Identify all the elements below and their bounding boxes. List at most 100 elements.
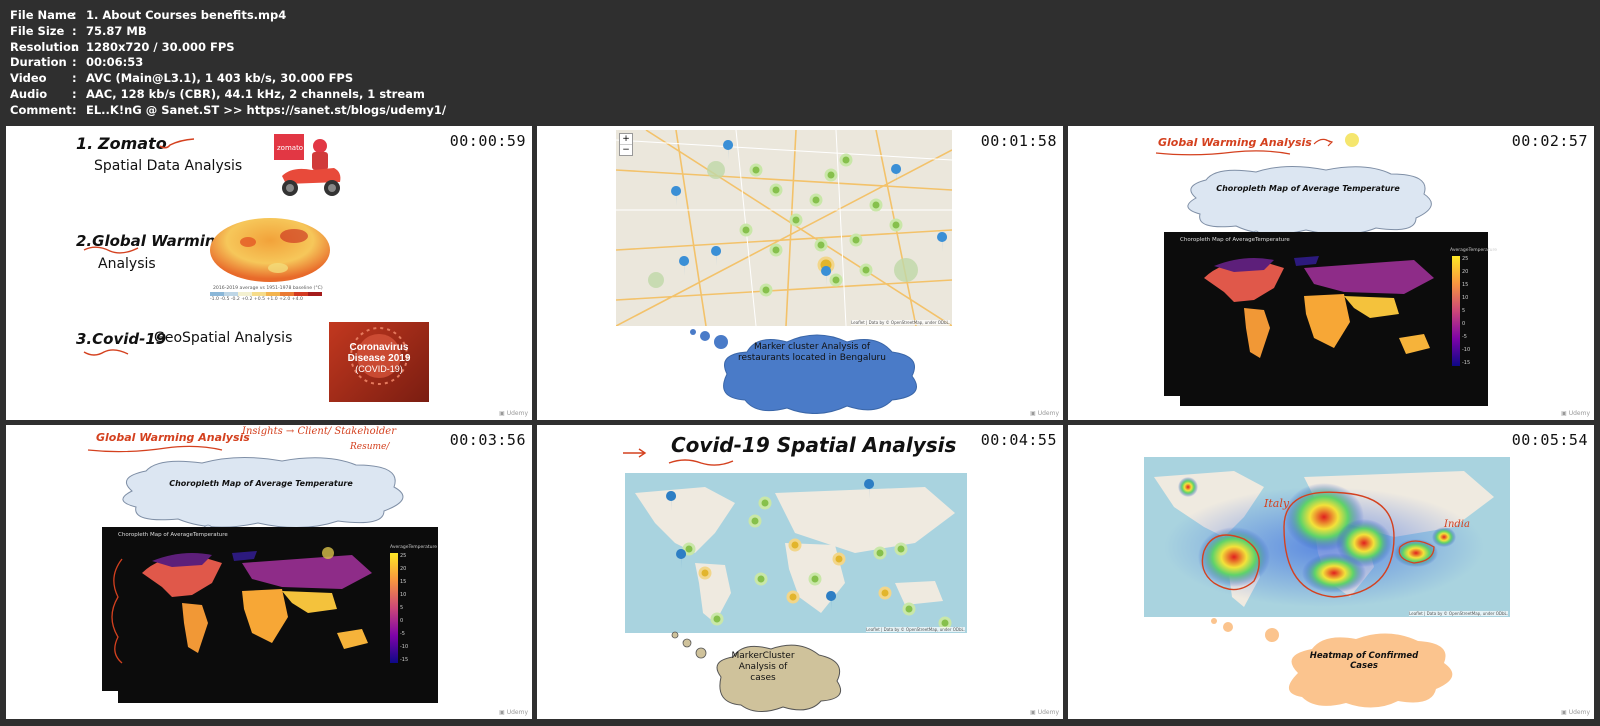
watermark: ▣ Udemy — [499, 709, 528, 716]
virus-icon — [350, 327, 408, 385]
metadata-key: File Size — [10, 23, 65, 38]
metadata-value: 1280x720 / 30.000 FPS — [86, 39, 235, 54]
colorbar-tick: -5 — [1462, 334, 1467, 340]
heatmap-graphic — [1154, 471, 1494, 607]
bracket-annotation-icon — [111, 558, 123, 664]
world-choropleth-graphic — [1204, 256, 1434, 358]
covid-poster-image: Coronavirus Disease 2019 (COVID-19) — [329, 322, 429, 402]
bengaluru-map[interactable]: + − Leaflet | Data by © OpenStreetMap, u… — [616, 130, 952, 326]
underline-annotation-icon — [87, 445, 223, 453]
colorbar-title: AverageTemperature — [390, 545, 437, 550]
map-attribution: Leaflet | Data by © OpenStreetMap, under… — [851, 320, 950, 325]
zoom-out-button[interactable]: − — [620, 144, 632, 155]
colorbar-tick: 5 — [1462, 308, 1466, 314]
legend-caption: 2016-2019 average vs 1951-1978 baseline … — [213, 286, 323, 291]
street-map-graphic — [616, 130, 952, 326]
arrow-annotation-icon — [1313, 133, 1359, 147]
marker-clusters — [739, 153, 903, 297]
metadata-row: File Name:1. About Courses benefits.mp4 — [10, 8, 446, 24]
covid-line2: Disease 2019 — [347, 353, 411, 364]
colorbar — [390, 553, 398, 663]
frame-thumbnail-4[interactable]: 00:03:56 Global Warming Analysis Insight… — [6, 425, 532, 719]
metadata-key: Audio — [10, 86, 48, 101]
colorbar-tick: 15 — [1462, 282, 1469, 288]
frame-thumbnail-3[interactable]: 00:02:57 Global Warming Analysis Choropl… — [1068, 126, 1594, 420]
underline-annotation-icon — [1155, 150, 1291, 156]
choropleth-map[interactable]: Choropleth Map of AverageTemperature Ave… — [102, 527, 438, 691]
cloud-caption: Choropleth Map of Average Temperature — [1216, 184, 1400, 193]
metadata-key: Video — [10, 71, 47, 86]
frame-timestamp: 00:01:58 — [980, 132, 1057, 150]
case-clusters — [682, 496, 952, 630]
zomato-scooter-icon: zomato — [274, 134, 341, 196]
world-map-graphic — [635, 479, 955, 630]
metadata-key: Duration — [10, 55, 67, 70]
item3-title: 3.Covid-19 — [76, 330, 167, 348]
thought-cloud — [1187, 165, 1432, 238]
item2-title: 2.Global Warming — [76, 232, 227, 250]
cloud-caption: Choropleth Map of Average Temperature — [169, 479, 353, 488]
zomato-logo-text: zomato — [277, 144, 303, 152]
colorbar-tick: 10 — [1462, 295, 1469, 301]
underline-annotation-icon — [668, 459, 734, 466]
thought-cloud — [690, 329, 917, 414]
metadata-row: Resolution:1280x720 / 30.000 FPS — [10, 40, 446, 56]
covid-line3: (COVID-19) — [355, 364, 403, 374]
annotation-india: India — [1444, 519, 1470, 530]
watermark: ▣ Udemy — [1030, 410, 1059, 417]
covid-heatmap[interactable]: Italy India Leaflet | Data by © OpenStre… — [1144, 457, 1510, 617]
annotation-resume: Resume/ — [350, 442, 390, 452]
annotation-italy: Italy — [1264, 497, 1290, 510]
colorbar-tick: 25 — [400, 553, 407, 559]
metadata-row: Comment: EL..K!nG @ Sanet.ST >> https://s… — [10, 103, 446, 119]
colorbar-tick: 20 — [400, 566, 407, 572]
frame-thumbnail-5[interactable]: 00:04:55 Covid-19 Spatial Analysis — [537, 425, 1063, 719]
colorbar-tick: -10 — [1462, 347, 1471, 353]
frame-thumbnail-1[interactable]: 00:00:59 1. Zomato Spatial Data Analysis… — [6, 126, 532, 420]
metadata-key: Resolution — [10, 39, 80, 54]
choropleth-map[interactable]: Choropleth Map of AverageTemperature Ave… — [1164, 232, 1497, 396]
frame-timestamp: 00:03:56 — [449, 431, 526, 449]
item1-subtitle: Spatial Data Analysis — [94, 158, 243, 174]
colorbar-tick: -10 — [400, 644, 409, 650]
colorbar-tick: 5 — [400, 605, 404, 611]
item1-title: Zomato — [98, 134, 167, 153]
colorbar-tick: 15 — [400, 579, 407, 585]
choropleth-title: Choropleth Map of AverageTemperature — [1180, 237, 1290, 243]
annotation-insights: Insights → Client/ Stakeholder — [242, 426, 396, 437]
choropleth-title: Choropleth Map of AverageTemperature — [118, 532, 228, 538]
watermark: ▣ Udemy — [1561, 709, 1590, 716]
map-attribution: Leaflet | Data by © OpenStreetMap, under… — [866, 627, 965, 632]
map-attribution: Leaflet | Data by © OpenStreetMap, under… — [1409, 611, 1508, 616]
colorbar-tick: 20 — [1462, 269, 1469, 275]
colorbar-tick: 0 — [1462, 321, 1466, 327]
colorbar-tick: 25 — [1462, 256, 1469, 262]
covid-cluster-map[interactable]: Leaflet | Data by © OpenStreetMap, under… — [625, 473, 967, 633]
covid-line1: Coronavirus — [349, 342, 409, 353]
slide-title: Covid-19 Spatial Analysis — [671, 433, 957, 457]
metadata-key: Comment — [10, 102, 72, 117]
metadata-value: AAC, 128 kb/s (CBR), 44.1 kHz, 2 channel… — [86, 86, 425, 101]
frame-timestamp: 00:04:55 — [980, 431, 1057, 449]
item2-subtitle: Analysis — [98, 256, 156, 272]
zoom-in-button[interactable]: + — [622, 134, 630, 144]
metadata-value: 75.87 MB — [86, 23, 147, 38]
slide-title: Global Warming Analysis — [1158, 136, 1312, 149]
cloud-caption: Marker cluster Analysis of restaurants l… — [738, 342, 886, 363]
watermark: ▣ Udemy — [1030, 709, 1059, 716]
underline-annotation-icon — [83, 246, 139, 254]
frame-thumbnail-6[interactable]: 00:05:54 Italy India Leaflet | Data by — [1068, 425, 1594, 719]
metadata-key: File Name — [10, 8, 75, 22]
frame-thumbnail-2[interactable]: 00:01:58 — [537, 126, 1063, 420]
colorbar-tick: 0 — [400, 618, 404, 624]
metadata-row: Audio: AAC, 128 kb/s (CBR), 44.1 kHz, 2 c… — [10, 87, 446, 103]
slide-title: Global Warming Analysis — [96, 431, 250, 444]
frame-timestamp: 00:05:54 — [1511, 431, 1588, 449]
underline-annotation-icon — [83, 349, 129, 356]
cloud-caption: MarkerCluster Analysis of cases — [731, 651, 795, 683]
metadata-value: 00:06:53 — [86, 55, 144, 70]
frame-timestamp: 00:00:59 — [449, 132, 526, 150]
metadata-row: Duration:00:06:53 — [10, 55, 446, 71]
colorbar — [1452, 256, 1460, 366]
metadata-row: File Size:75.87 MB — [10, 24, 446, 40]
